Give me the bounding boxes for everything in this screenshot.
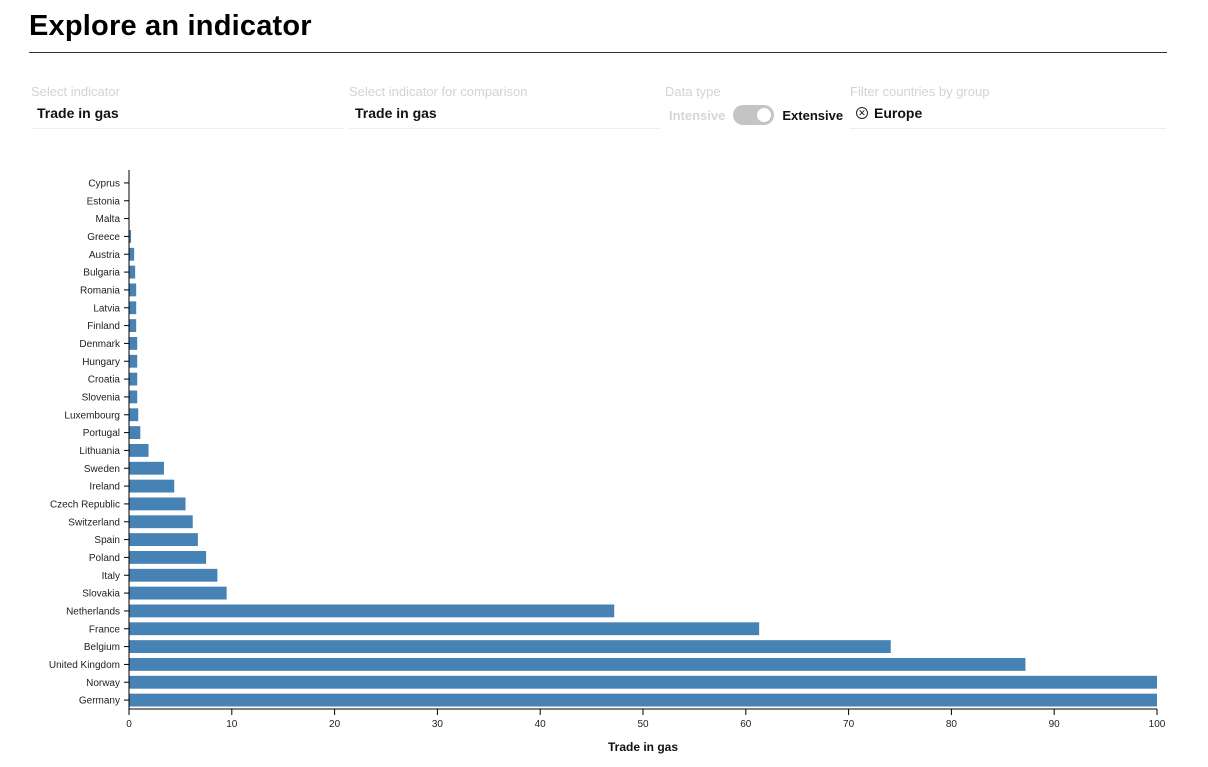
bar-switzerland xyxy=(129,515,193,529)
bar-united-kingdom xyxy=(129,658,1026,671)
y-tick-label: Czech Republic xyxy=(50,499,120,510)
y-tick-label: France xyxy=(89,624,121,635)
y-tick-label: Croatia xyxy=(88,375,121,386)
y-tick-label: Ireland xyxy=(89,482,120,493)
bar-sweden xyxy=(129,461,164,475)
y-tick-label: Slovenia xyxy=(82,392,121,403)
bar-italy xyxy=(129,568,218,582)
x-tick-label: 0 xyxy=(126,719,132,730)
toggle-knob xyxy=(757,108,772,122)
bar-france xyxy=(129,622,760,636)
comparison-select-label: Select indicator for comparison xyxy=(349,84,528,99)
x-tick-label: 20 xyxy=(329,719,341,730)
y-tick-label: Hungary xyxy=(82,357,120,368)
title-divider xyxy=(29,52,1167,53)
bar-ireland xyxy=(129,479,175,493)
bar-romania xyxy=(129,283,137,297)
y-tick-label: Greece xyxy=(87,232,120,243)
remove-chip-icon[interactable]: ✕ xyxy=(856,107,868,119)
x-tick-label: 30 xyxy=(432,719,444,730)
indicator-select-value[interactable]: Trade in gas xyxy=(31,104,343,129)
indicator-select-label: Select indicator xyxy=(31,84,120,99)
page-title: Explore an indicator xyxy=(29,10,312,42)
y-tick-label: Belgium xyxy=(84,642,120,653)
y-tick-label: Cyprus xyxy=(88,178,120,189)
x-tick-label: 10 xyxy=(226,719,238,730)
bar-greece xyxy=(129,230,132,243)
comparison-select[interactable]: Select indicator for comparison Trade in… xyxy=(349,84,661,129)
y-tick-label: Italy xyxy=(102,571,120,582)
y-tick-label: Malta xyxy=(96,214,121,225)
y-tick-label: Lithuania xyxy=(79,446,120,457)
bar-portugal xyxy=(129,426,141,439)
x-tick-label: 90 xyxy=(1049,719,1061,730)
bar-austria xyxy=(129,247,135,261)
bar-slovakia xyxy=(129,586,227,600)
y-tick-label: United Kingdom xyxy=(49,660,120,671)
y-tick-label: Estonia xyxy=(87,196,121,207)
data-type-control: Data type Intensive Extensive xyxy=(665,84,847,127)
y-tick-label: Latvia xyxy=(93,303,120,314)
bar-slovenia xyxy=(129,390,138,404)
data-type-toggle[interactable] xyxy=(733,105,775,125)
y-tick-label: Switzerland xyxy=(68,517,120,528)
x-tick-label: 60 xyxy=(740,719,752,730)
y-tick-label: Austria xyxy=(89,250,121,261)
bar-luxembourg xyxy=(129,408,139,422)
bar-czech-republic xyxy=(129,497,186,511)
bar-denmark xyxy=(129,337,138,350)
data-type-option-intensive[interactable]: Intensive xyxy=(669,107,726,123)
y-tick-label: Netherlands xyxy=(66,606,120,617)
x-tick-label: 50 xyxy=(637,719,649,730)
bar-netherlands xyxy=(129,604,615,618)
comparison-select-value[interactable]: Trade in gas xyxy=(349,104,661,129)
y-tick-label: Poland xyxy=(89,553,120,564)
y-tick-label: Finland xyxy=(87,321,120,332)
y-tick-label: Slovakia xyxy=(82,589,120,600)
bar-belgium xyxy=(129,640,891,653)
country-group-filter-label: Filter countries by group xyxy=(850,84,990,99)
bar-lithuania xyxy=(129,444,149,457)
data-type-label: Data type xyxy=(665,84,721,99)
data-type-switch-row: Intensive Extensive xyxy=(665,103,847,127)
indicator-select[interactable]: Select indicator Trade in gas xyxy=(31,84,343,129)
filter-chip-label: Europe xyxy=(874,105,923,121)
y-tick-label: Norway xyxy=(86,678,120,689)
filter-chip-europe: ✕ Europe xyxy=(850,104,1166,129)
country-group-filter[interactable]: Filter countries by group ✕ Europe xyxy=(850,84,1166,129)
bar-hungary xyxy=(129,354,138,368)
y-tick-label: Denmark xyxy=(79,339,121,350)
x-axis-title: Trade in gas xyxy=(608,740,678,754)
y-tick-label: Romania xyxy=(80,285,120,296)
x-tick-label: 100 xyxy=(1149,719,1166,730)
y-tick-label: Portugal xyxy=(83,428,120,439)
bar-poland xyxy=(129,551,207,564)
y-tick-label: Sweden xyxy=(84,464,120,475)
y-tick-label: Spain xyxy=(94,535,120,546)
bar-norway xyxy=(129,675,1157,689)
bar-finland xyxy=(129,319,137,332)
x-tick-label: 80 xyxy=(946,719,958,730)
x-tick-label: 40 xyxy=(535,719,547,730)
bar-croatia xyxy=(129,372,138,386)
bar-spain xyxy=(129,533,198,546)
y-tick-label: Germany xyxy=(79,696,120,707)
bar-bulgaria xyxy=(129,265,136,279)
y-tick-label: Bulgaria xyxy=(83,268,120,279)
data-type-option-extensive[interactable]: Extensive xyxy=(782,107,844,123)
x-tick-label: 70 xyxy=(843,719,855,730)
bar-latvia xyxy=(129,301,137,315)
y-tick-label: Luxembourg xyxy=(64,410,120,421)
bar-germany xyxy=(129,693,1157,707)
